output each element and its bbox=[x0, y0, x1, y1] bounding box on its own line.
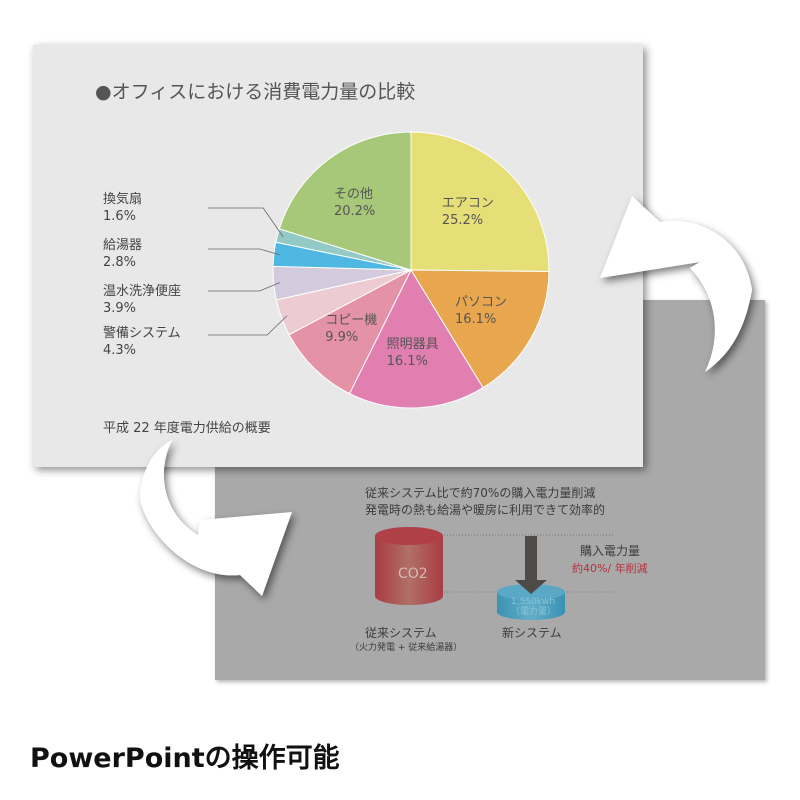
new-cylinder bbox=[497, 592, 565, 620]
slice-name: その他 bbox=[333, 187, 373, 203]
down-arrow-icon bbox=[515, 536, 547, 594]
pie-slice bbox=[348, 268, 484, 409]
slice-value: 2.8% bbox=[103, 255, 137, 270]
pie-slice bbox=[288, 268, 413, 395]
slice-label: その他 20.2% bbox=[334, 186, 375, 220]
slice-value: 3.9% bbox=[103, 301, 137, 316]
slice-value: 16.1% bbox=[386, 353, 428, 369]
slice-name: コピー機 bbox=[325, 313, 378, 329]
slice-value: 25.2% bbox=[441, 212, 484, 228]
slice-value: 1.6% bbox=[103, 209, 137, 224]
slice-name: 照明器具 bbox=[386, 336, 439, 352]
purchase-label: 購入電力量 bbox=[580, 544, 641, 558]
back-line1: 従来システム比で約70%の購入電力量削減 bbox=[365, 486, 596, 500]
cylinder-diagram bbox=[375, 527, 615, 620]
caption: PowerPointの操作可能 bbox=[30, 743, 340, 774]
reduction-label: 約40%/ 年削減 bbox=[572, 562, 648, 575]
back-line2: 発電時の熱も給湯や暖房に利用できて効率的 bbox=[365, 503, 606, 517]
leader-line bbox=[208, 248, 280, 256]
old-system-note: （火力発電 + 従来給湯器） bbox=[350, 643, 463, 653]
pie-chart bbox=[208, 131, 550, 409]
slice-name: 警備システム bbox=[103, 326, 181, 341]
slice-value: 16.1% bbox=[455, 311, 497, 327]
leader-line bbox=[208, 207, 284, 238]
co2-label: CO2 bbox=[398, 566, 428, 582]
slide-title: ●オフィスにおける消費電力量の比較 bbox=[95, 81, 416, 103]
slice-label: エアコン 25.2% bbox=[442, 195, 494, 229]
slice-name: 換気扇 bbox=[103, 192, 143, 207]
slice-value: 4.3% bbox=[103, 343, 137, 358]
new-system-label: 新システム bbox=[502, 626, 562, 640]
slice-value: 20.2% bbox=[333, 204, 376, 220]
pie-slice bbox=[410, 269, 550, 389]
slice-name: パソコン bbox=[455, 294, 508, 310]
slice-label: 警備システム 4.3% bbox=[103, 325, 181, 359]
slice-label: コピー機 9.9% bbox=[325, 312, 377, 346]
slice-label: 照明器具 16.1% bbox=[387, 336, 439, 370]
slide-footer: 平成 22 年度電力供給の概要 bbox=[103, 421, 271, 436]
slice-name: 温水洗浄便座 bbox=[103, 284, 182, 299]
new-value: 1,550kwh bbox=[511, 597, 556, 607]
leader-line bbox=[208, 282, 280, 292]
old-system-label: 従来システム bbox=[365, 626, 437, 640]
slice-value: 9.9% bbox=[325, 330, 359, 346]
slice-label: 温水洗浄便座 3.9% bbox=[103, 283, 181, 317]
front-slide: ●オフィスにおける消費電力量の比較 エアコン 25.2% パソコン 16.1% 照明器具… bbox=[33, 45, 643, 467]
new-unit: （電力量） bbox=[511, 607, 557, 617]
slice-name: エアコン bbox=[441, 195, 494, 211]
pie-slice bbox=[410, 131, 550, 273]
slice-label: 換気扇 1.6% bbox=[103, 191, 142, 225]
slice-label: 給湯器 2.8% bbox=[103, 237, 142, 271]
leader-line bbox=[208, 315, 288, 336]
slice-name: 給湯器 bbox=[103, 238, 143, 253]
pie-slice bbox=[278, 131, 412, 271]
old-cylinder bbox=[375, 536, 443, 605]
slice-label: パソコン 16.1% bbox=[455, 294, 507, 328]
